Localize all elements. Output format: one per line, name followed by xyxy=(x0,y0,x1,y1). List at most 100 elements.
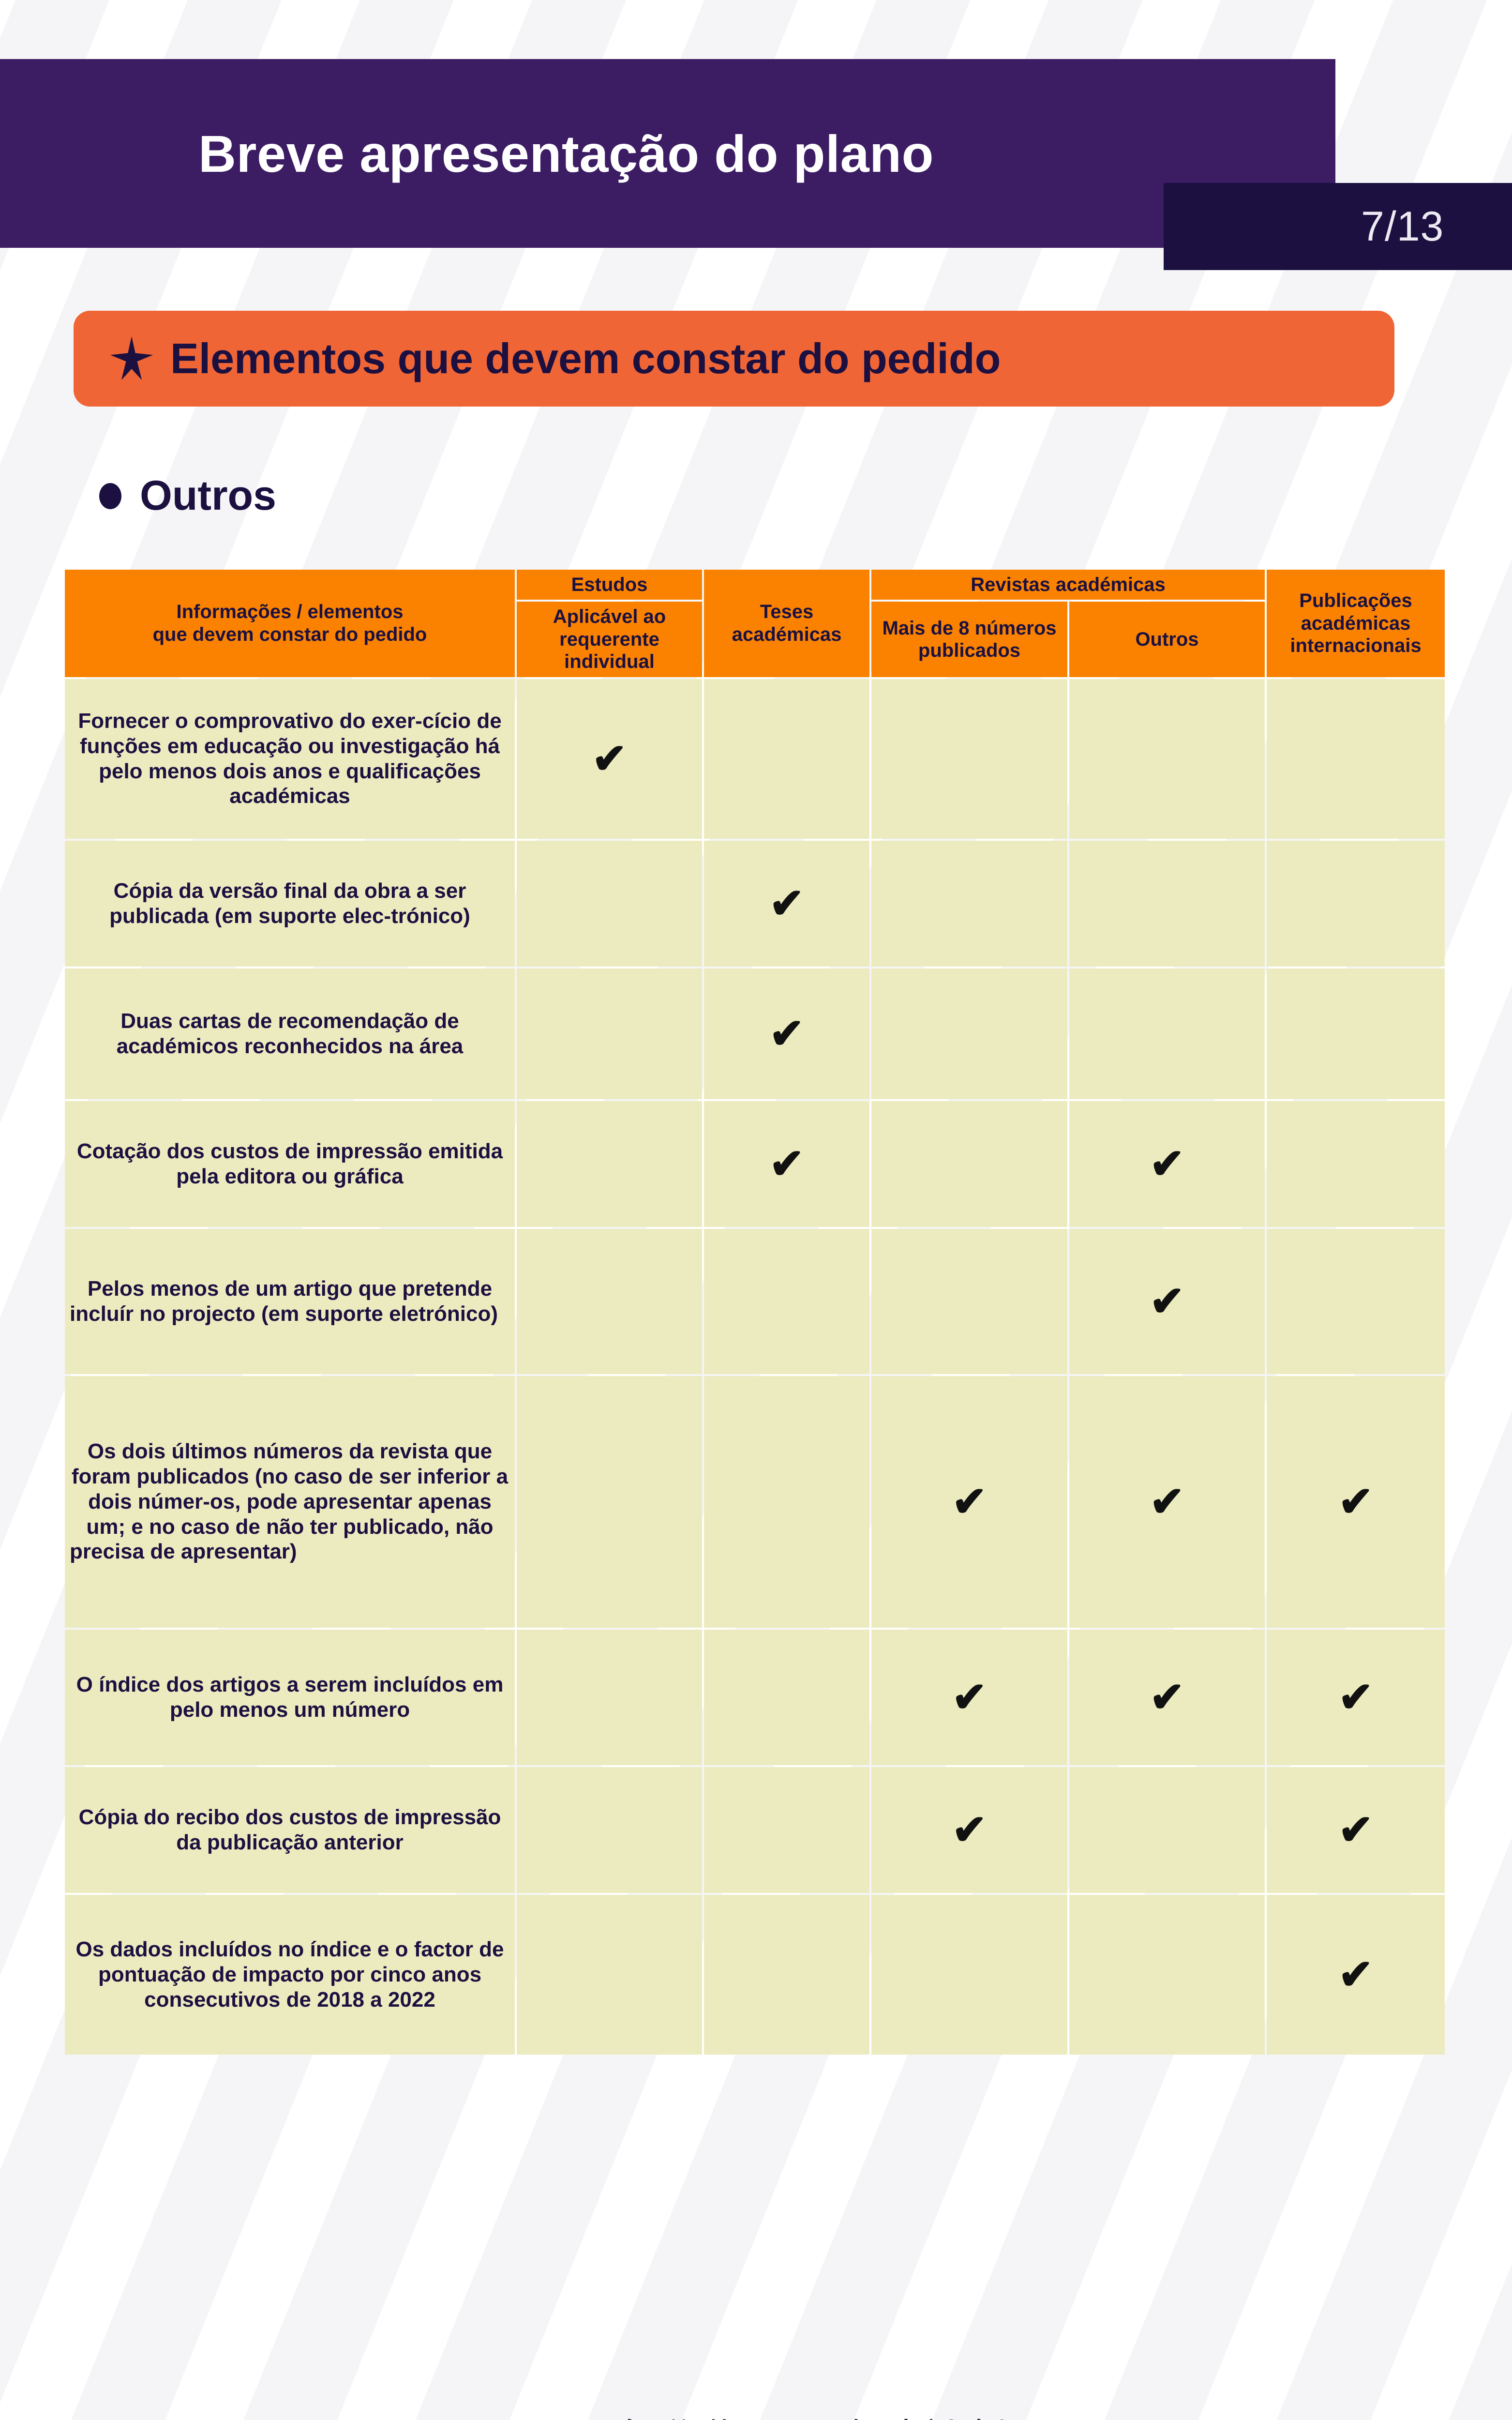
check-icon: ✔ xyxy=(1338,1806,1374,1853)
check-cell-empty xyxy=(1267,679,1445,839)
page-counter-text: 7/13 xyxy=(1361,203,1444,250)
check-cell-marked: ✔ xyxy=(871,1767,1067,1893)
check-icon: ✔ xyxy=(1338,1951,1374,1998)
check-cell-empty xyxy=(1069,840,1265,967)
check-cell-marked: ✔ xyxy=(871,1629,1067,1765)
check-cell-empty xyxy=(517,1894,702,2055)
row-label-cell: Fornecer o comprovativo do exer-cício de… xyxy=(65,679,515,839)
column-header-publicacoes: Publicações académicas internacionais xyxy=(1267,570,1445,677)
row-label-cell: Cópia da versão final da obra a ser publ… xyxy=(65,840,515,967)
star-icon xyxy=(110,336,153,380)
check-cell-empty xyxy=(704,679,869,839)
check-cell-marked: ✔ xyxy=(517,679,702,839)
check-icon: ✔ xyxy=(1338,1674,1374,1721)
check-icon: ✔ xyxy=(769,880,805,927)
check-cell-marked: ✔ xyxy=(704,968,869,1099)
row-label-cell: O índice dos artigos a serem incluídos e… xyxy=(65,1629,515,1765)
check-cell-empty xyxy=(517,1629,702,1765)
check-cell-marked: ✔ xyxy=(1069,1228,1265,1374)
footer: 2025年學術項目資助計劃 Plano de Apoio Financeiro … xyxy=(0,2415,1512,2420)
check-cell-empty xyxy=(871,679,1067,839)
row-label-cell: Os dois últimos números da revista que f… xyxy=(65,1376,515,1628)
check-cell-marked: ✔ xyxy=(871,1376,1067,1628)
check-icon: ✔ xyxy=(1149,1674,1185,1721)
check-cell-empty xyxy=(517,1228,702,1374)
table-row: Cópia do recibo dos custos de impressão … xyxy=(65,1767,1445,1893)
table-head: Informações / elementos que devem constar… xyxy=(65,570,1445,677)
row-label-cell: Os dados incluídos no índice e o factor … xyxy=(65,1894,515,2055)
check-cell-marked: ✔ xyxy=(1069,1629,1265,1765)
check-icon: ✔ xyxy=(1149,1478,1185,1525)
column-header-revistas: Revistas académicas xyxy=(871,570,1265,600)
check-cell-empty xyxy=(517,1767,702,1893)
column-header-row-label-line1: Informações / elementos que devem constar… xyxy=(152,601,427,645)
check-icon: ✔ xyxy=(952,1806,987,1853)
check-icon: ✔ xyxy=(1149,1278,1185,1325)
row-label-cell: Duas cartas de recomendação de académico… xyxy=(65,968,515,1099)
section-banner-label: Elementos que devem constar do pedido xyxy=(170,334,1001,382)
table-row: Pelos menos de um artigo que pretende in… xyxy=(65,1228,1445,1374)
check-cell-empty xyxy=(871,1228,1067,1374)
check-cell-empty xyxy=(871,1101,1067,1227)
column-header-revistas-sub-mais-de-8: Mais de 8 números publicados xyxy=(871,602,1067,677)
check-cell-marked: ✔ xyxy=(1267,1767,1445,1893)
check-cell-empty xyxy=(871,1894,1067,2055)
check-cell-marked: ✔ xyxy=(1069,1101,1265,1227)
bullet-dot-icon xyxy=(99,483,121,509)
table-row: Fornecer o comprovativo do exer-cício de… xyxy=(65,679,1445,839)
check-cell-empty xyxy=(1267,1101,1445,1227)
requirements-table: Informações / elementos que devem constar… xyxy=(63,568,1447,2057)
table-header-row-1: Informações / elementos que devem constar… xyxy=(65,570,1445,677)
table-row: Duas cartas de recomendação de académico… xyxy=(65,968,1445,1099)
column-header-teses: Teses académicas xyxy=(704,570,869,677)
check-cell-empty xyxy=(1069,1894,1265,2055)
row-label-cell: Pelos menos de um artigo que pretende in… xyxy=(65,1228,515,1374)
table-body: Fornecer o comprovativo do exer-cício de… xyxy=(65,679,1445,2055)
check-cell-empty xyxy=(1069,968,1265,1099)
check-cell-empty xyxy=(871,840,1067,967)
column-header-revistas-sub-outros: Outros xyxy=(1069,602,1265,677)
check-icon: ✔ xyxy=(1338,1478,1374,1525)
check-cell-marked: ✔ xyxy=(1069,1376,1265,1628)
column-header-row-label: Informações / elementos que devem constar… xyxy=(65,570,515,677)
table-row: Os dados incluídos no índice e o factor … xyxy=(65,1894,1445,2055)
check-cell-empty xyxy=(1069,1767,1265,1893)
column-header-estudos-sub: Aplicável ao requerente individual xyxy=(517,602,702,677)
check-icon: ✔ xyxy=(769,1010,805,1057)
section-banner: Elementos que devem constar do pedido xyxy=(74,311,1394,407)
check-cell-empty xyxy=(517,968,702,1099)
row-label-cell: Cópia do recibo dos custos de impressão … xyxy=(65,1767,515,1893)
table-header-row-2: Aplicável ao requerente individual Mais … xyxy=(65,602,1445,677)
bullet-row: Outros xyxy=(99,472,276,520)
page-counter-badge: 7/13 xyxy=(1164,183,1512,270)
bullet-label: Outros xyxy=(140,472,276,519)
check-cell-empty xyxy=(1069,679,1265,839)
check-cell-empty xyxy=(517,1376,702,1628)
check-cell-marked: ✔ xyxy=(1267,1376,1445,1628)
check-cell-empty xyxy=(517,1101,702,1227)
table-row: Os dois últimos números da revista que f… xyxy=(65,1376,1445,1628)
table-row: O índice dos artigos a serem incluídos e… xyxy=(65,1629,1445,1765)
check-icon: ✔ xyxy=(592,735,627,782)
check-cell-empty xyxy=(871,968,1067,1099)
footer-title-zh: 2025年學術項目資助計劃 xyxy=(0,2415,1512,2420)
check-cell-empty xyxy=(1267,840,1445,967)
row-label-cell: Cotação dos custos de impressão emitida … xyxy=(65,1101,515,1227)
header-bar: Breve apresentação do plano xyxy=(0,59,1335,248)
check-cell-empty xyxy=(704,1376,869,1628)
check-cell-empty xyxy=(517,840,702,967)
check-cell-marked: ✔ xyxy=(704,840,869,967)
page-title: Breve apresentação do plano xyxy=(198,124,934,183)
check-cell-marked: ✔ xyxy=(704,1101,869,1227)
check-icon: ✔ xyxy=(952,1478,987,1525)
column-header-estudos: Estudos xyxy=(517,570,702,600)
check-icon: ✔ xyxy=(769,1140,805,1187)
check-cell-empty xyxy=(704,1767,869,1893)
check-cell-marked: ✔ xyxy=(1267,1894,1445,2055)
check-icon: ✔ xyxy=(952,1674,987,1721)
check-cell-empty xyxy=(704,1894,869,2055)
check-cell-empty xyxy=(1267,968,1445,1099)
table-row: Cotação dos custos de impressão emitida … xyxy=(65,1101,1445,1227)
check-cell-empty xyxy=(704,1629,869,1765)
